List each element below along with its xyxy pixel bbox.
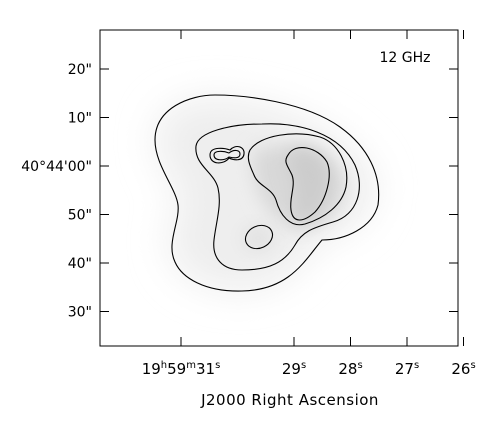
x-tick-label: 27s <box>395 360 419 378</box>
x-axis-label: J2000 Right Ascension <box>200 391 379 409</box>
y-tick-labels: 20" 10" 40°44'00" 50" 40" 30" <box>21 62 92 321</box>
contour-level-2 <box>195 123 360 271</box>
x-tick-label: 26s <box>451 360 475 378</box>
y-tick-label: 40°44'00" <box>21 159 92 175</box>
y-tick-label: 30" <box>68 305 92 321</box>
y-tick-label: 10" <box>68 111 92 127</box>
y-tick-label: 20" <box>68 62 92 78</box>
x-tick-label: 28s <box>338 360 362 378</box>
x-tick-label: 19h59m31s <box>142 360 221 378</box>
frequency-annotation: 12 GHz <box>380 50 431 66</box>
contour-west-knot-inner <box>213 149 241 161</box>
contour-south-knot <box>244 224 274 250</box>
contour-level-3 <box>247 133 348 226</box>
y-tick-label: 40" <box>68 256 92 272</box>
contour-level-4 <box>285 146 330 221</box>
intensity-image <box>100 30 458 346</box>
x-tick-labels: 19h59m31s 29s 28s 27s 26s <box>142 360 476 378</box>
contour-west-knot-outer <box>209 145 245 164</box>
plot-frame <box>99 29 459 347</box>
y-tick-label: 50" <box>68 208 92 224</box>
contour-lines <box>154 94 380 292</box>
axis-ticks <box>100 30 464 346</box>
contour-level-1 <box>154 94 380 292</box>
x-tick-label: 29s <box>282 360 306 378</box>
